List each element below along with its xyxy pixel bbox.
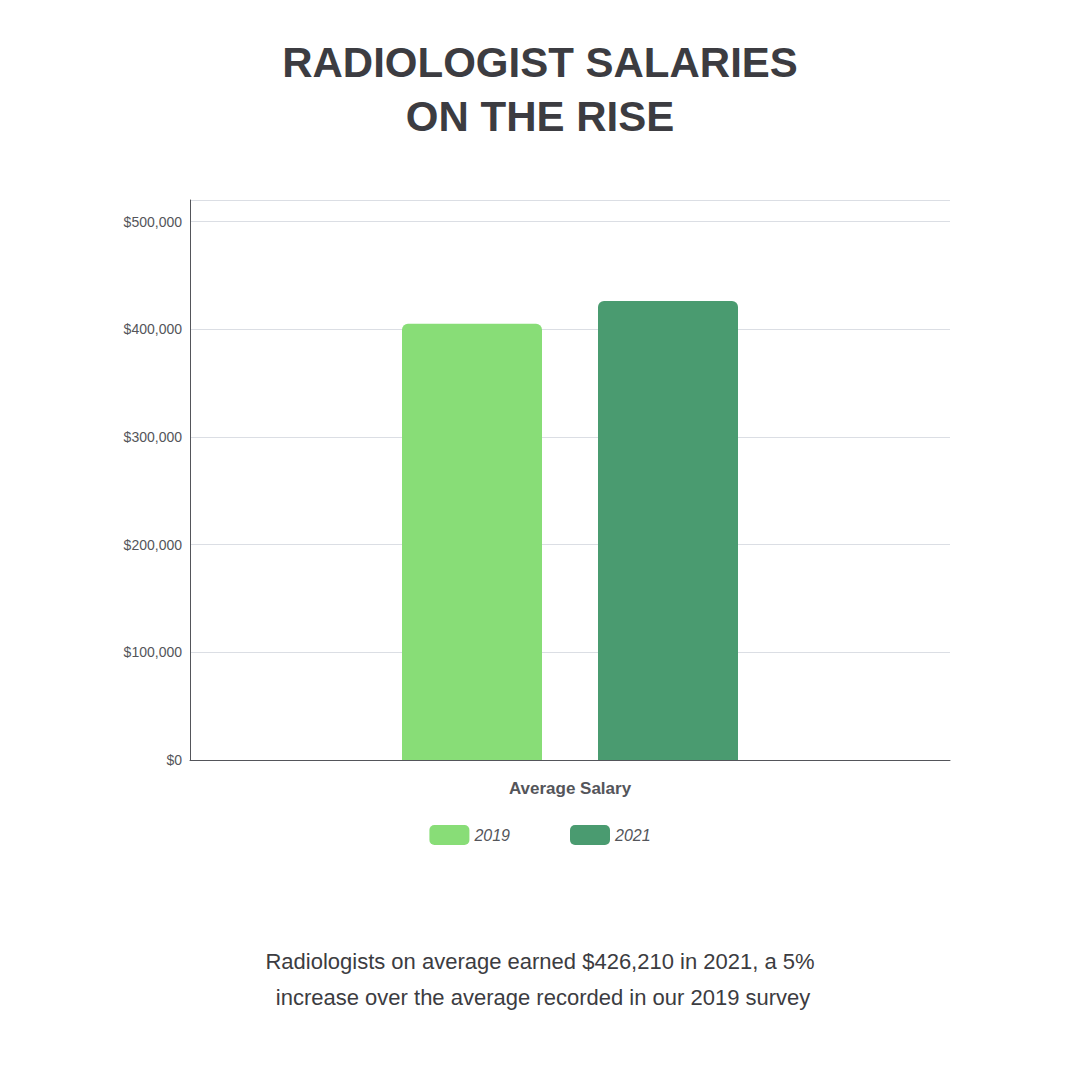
svg-text:$100,000: $100,000 xyxy=(124,644,183,660)
svg-text:2021: 2021 xyxy=(614,827,651,844)
svg-text:RADIOLOGIST SALARIES: RADIOLOGIST SALARIES xyxy=(282,39,798,86)
svg-text:Radiologists on average earned: Radiologists on average earned $426,210 … xyxy=(265,949,814,974)
svg-text:$0: $0 xyxy=(166,752,182,768)
svg-text:$500,000: $500,000 xyxy=(124,214,183,230)
svg-text:2019: 2019 xyxy=(473,827,510,844)
svg-text:$400,000: $400,000 xyxy=(124,321,183,337)
svg-text:increase over the average reco: increase over the average recorded in ou… xyxy=(270,985,811,1010)
svg-text:$300,000: $300,000 xyxy=(124,429,183,445)
svg-text:$200,000: $200,000 xyxy=(124,537,183,553)
svg-text:Average Salary: Average Salary xyxy=(509,779,632,798)
svg-text:ON THE RISE: ON THE RISE xyxy=(406,93,674,140)
